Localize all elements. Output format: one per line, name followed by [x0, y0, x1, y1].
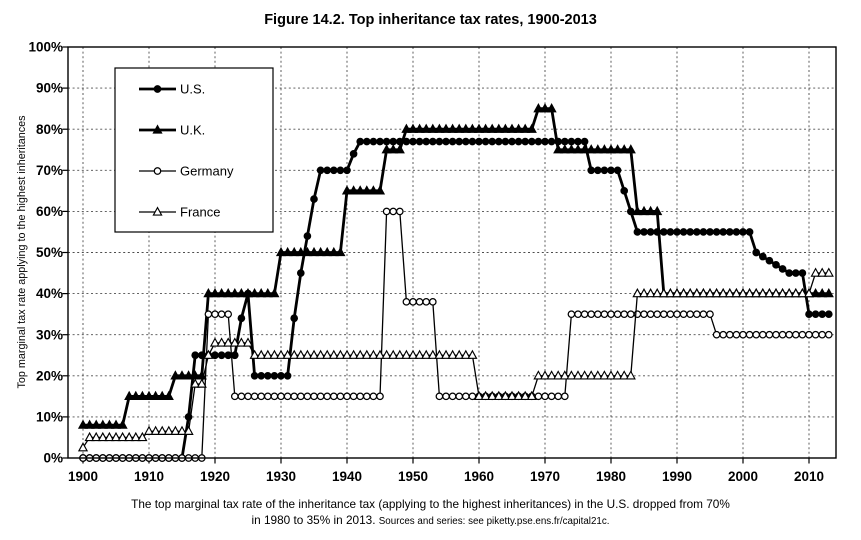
caption-line-2: in 1980 to 35% in 2013. Sources and seri…: [0, 513, 861, 527]
svg-text:1910: 1910: [134, 469, 164, 484]
legend-label: France: [180, 205, 220, 220]
caption-source-note: Sources and series: see piketty.pse.ens.…: [378, 516, 610, 527]
svg-text:1980: 1980: [596, 469, 626, 484]
y-tick-labels: 0% 10% 20% 30% 40% 50% 60% 70% 80% 90% 100%: [28, 40, 63, 466]
svg-text:1970: 1970: [530, 469, 560, 484]
x-tick-labels: 1900 1910 1920 1930 1940 1950 1960 1970 1980 1990…: [68, 469, 824, 484]
svg-text:1960: 1960: [464, 469, 494, 484]
svg-text:50%: 50%: [36, 245, 63, 260]
legend-label: U.K.: [180, 123, 205, 138]
legend-label: Germany: [180, 164, 234, 179]
svg-text:60%: 60%: [36, 204, 63, 219]
axis-ticks: [62, 46, 810, 464]
svg-text:1930: 1930: [266, 469, 296, 484]
legend: U.S. U.K. Germany France: [114, 67, 274, 233]
svg-text:70%: 70%: [36, 163, 63, 178]
series-france: [77, 267, 834, 452]
caption-line-1: The top marginal tax rate of the inherit…: [131, 497, 730, 511]
plot-border: [67, 46, 837, 459]
svg-text:10%: 10%: [36, 410, 63, 425]
svg-text:40%: 40%: [36, 286, 63, 301]
legend-item-us: U.S.: [139, 82, 205, 97]
svg-text:1950: 1950: [398, 469, 428, 484]
svg-text:30%: 30%: [36, 327, 63, 342]
legend-item-germany: Germany: [139, 164, 234, 179]
legend-item-uk: U.K.: [139, 123, 205, 138]
svg-text:2000: 2000: [728, 469, 758, 484]
svg-text:2010: 2010: [794, 469, 824, 484]
svg-text:0%: 0%: [43, 451, 63, 466]
svg-text:1940: 1940: [332, 469, 362, 484]
legend-label: U.S.: [180, 82, 205, 97]
legend-item-france: France: [139, 205, 220, 220]
caption-line-2-main: in 1980 to 35% in 2013.: [251, 513, 376, 527]
svg-text:100%: 100%: [28, 40, 63, 55]
svg-text:1920: 1920: [200, 469, 230, 484]
svg-text:1900: 1900: [68, 469, 98, 484]
chart-title: Figure 14.2. Top inheritance tax rates, …: [264, 12, 597, 28]
svg-text:80%: 80%: [36, 122, 63, 137]
svg-text:20%: 20%: [36, 368, 63, 383]
svg-text:90%: 90%: [36, 81, 63, 96]
svg-text:1990: 1990: [662, 469, 692, 484]
